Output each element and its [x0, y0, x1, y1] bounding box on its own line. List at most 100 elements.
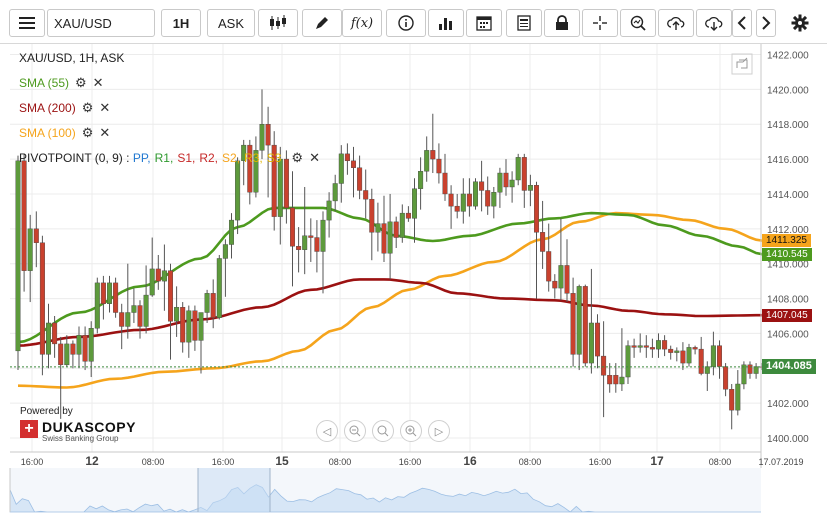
crosshair-button[interactable]: [582, 9, 618, 37]
candle: [259, 89, 265, 160]
gear-icon[interactable]: ⚙: [291, 150, 304, 165]
candle: [515, 153, 521, 186]
candle-body: [534, 185, 540, 233]
indicators-button[interactable]: f(x): [342, 9, 382, 37]
candle-body: [607, 375, 613, 385]
gear-icon: [791, 14, 809, 32]
triangle-right-icon: ▷: [434, 425, 444, 438]
candle: [271, 131, 277, 231]
scroll-right-button[interactable]: [756, 9, 776, 37]
candle: [332, 174, 338, 212]
candle-body: [576, 286, 582, 355]
gear-icon[interactable]: ⚙: [81, 100, 94, 115]
pivot-pp: PP,: [132, 151, 151, 165]
zoom-out-button[interactable]: [344, 420, 366, 442]
candle-body: [70, 343, 76, 355]
side-selector[interactable]: ASK: [207, 9, 255, 37]
candle: [637, 333, 643, 353]
zoom-in-button[interactable]: [400, 420, 422, 442]
price-tick-label: 1410.000: [767, 260, 809, 271]
candle-body: [631, 345, 637, 348]
candle: [662, 335, 668, 357]
draw-tool-button[interactable]: [302, 9, 342, 37]
candle: [601, 321, 607, 418]
zoom-button[interactable]: [620, 9, 656, 37]
scroll-left-button[interactable]: ◁: [316, 420, 338, 442]
menu-button[interactable]: [9, 9, 45, 37]
time-axis[interactable]: 16:00 12 08:00 16:00 15 08:00 16:00 16 08:00 16:0…: [21, 454, 804, 468]
candle: [119, 303, 125, 350]
candle: [174, 286, 180, 337]
upload-button[interactable]: [658, 9, 694, 37]
candle: [210, 279, 216, 329]
news-button[interactable]: [506, 9, 542, 37]
fullscreen-button[interactable]: [731, 53, 753, 75]
chart-type-button[interactable]: [258, 9, 298, 37]
scroll-right-button[interactable]: ▷: [428, 420, 450, 442]
legend-sma55: SMA (55) ⚙ ✕: [19, 75, 104, 91]
price-axis[interactable]: 1422.000 1420.000 1418.000 1416.000 1414.000…: [767, 50, 809, 445]
brand-logo[interactable]: + DUKASCOPY Swiss Banking Group: [20, 420, 136, 443]
symbol-selector[interactable]: XAU/USD: [47, 9, 155, 37]
info-button[interactable]: [386, 9, 426, 37]
candle: [265, 106, 271, 198]
candle-body: [351, 160, 357, 168]
candle-body: [46, 322, 52, 355]
time-tick-label: 17.07.2019: [758, 457, 803, 467]
gear-icon[interactable]: ⚙: [75, 75, 87, 90]
candle-body: [436, 158, 442, 174]
gear-icon[interactable]: ⚙: [81, 125, 94, 140]
legend-sma200: SMA (200) ⚙ ✕: [19, 100, 110, 116]
download-button[interactable]: [696, 9, 732, 37]
lock-icon: [556, 15, 568, 30]
close-icon[interactable]: ✕: [92, 75, 104, 90]
calendar-button[interactable]: [466, 9, 502, 37]
scroll-left-button[interactable]: [732, 9, 752, 37]
pivot-s2: S2,: [222, 151, 241, 165]
candle: [21, 153, 27, 292]
pivot-label[interactable]: PIVOTPOINT (0, 9): [19, 151, 123, 165]
candle-body: [125, 312, 131, 327]
sma200-label[interactable]: SMA (200): [19, 101, 76, 115]
timeframe-selector[interactable]: 1H: [161, 9, 201, 37]
candle-body: [15, 160, 21, 352]
expand-icon: [736, 57, 748, 69]
candle: [149, 237, 155, 297]
candle: [454, 193, 460, 219]
candle-body: [58, 343, 64, 366]
navigator-series: [9, 484, 761, 513]
candle-body: [21, 160, 27, 271]
candle: [613, 363, 619, 393]
candle-body: [198, 312, 204, 341]
chevron-right-icon: [762, 16, 771, 30]
price-tick-label: 1422.000: [767, 50, 809, 61]
candle-body: [131, 305, 137, 313]
candle-body: [387, 221, 393, 254]
navigator-window[interactable]: [198, 468, 270, 512]
document-icon: [517, 15, 531, 31]
candle-body: [753, 366, 759, 374]
close-icon[interactable]: ✕: [309, 150, 320, 165]
price-tick-label: 1408.000: [767, 295, 809, 306]
sma100-label[interactable]: SMA (100): [19, 126, 76, 140]
bar-chart-icon: [439, 18, 452, 30]
candle: [643, 335, 649, 358]
settings-button[interactable]: [786, 9, 814, 37]
close-icon[interactable]: ✕: [99, 100, 111, 115]
lock-button[interactable]: [544, 9, 580, 37]
zoom-reset-icon: [377, 425, 389, 437]
candle: [222, 239, 228, 297]
reset-zoom-button[interactable]: [372, 420, 394, 442]
candle: [412, 178, 418, 243]
candle-body: [430, 150, 436, 160]
zoom-controls: ◁ ▷: [316, 420, 450, 442]
candle: [320, 211, 326, 294]
close-icon[interactable]: ✕: [99, 125, 111, 140]
volume-button[interactable]: [428, 9, 464, 37]
candle: [588, 268, 594, 374]
candle: [338, 145, 344, 203]
sma55-label[interactable]: SMA (55): [19, 76, 70, 90]
candle: [228, 213, 234, 259]
candle: [363, 169, 369, 219]
